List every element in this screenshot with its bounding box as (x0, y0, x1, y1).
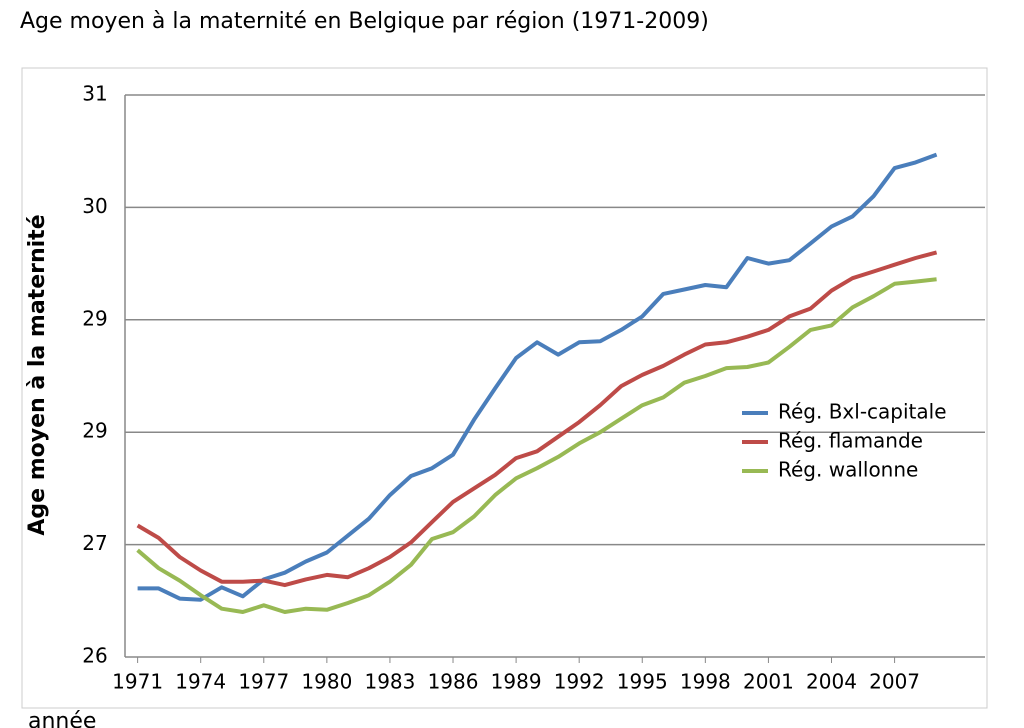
y-tick-label: 29 (82, 419, 107, 443)
x-tick-label: 1974 (175, 670, 226, 694)
x-axis-label: année (28, 709, 96, 728)
y-tick-label: 27 (82, 531, 107, 555)
x-tick-label: 1986 (428, 670, 479, 694)
y-tick-label: 31 (82, 82, 107, 106)
chart-title: Age moyen à la maternité en Belgique par… (20, 9, 709, 34)
legend-label: Rég. Bxl-capitale (778, 400, 947, 424)
y-tick-label: 26 (82, 644, 107, 668)
x-tick-label: 1998 (680, 670, 731, 694)
x-tick-label: 2004 (806, 670, 857, 694)
x-tick-label: 1989 (491, 670, 542, 694)
chart-frame (21, 67, 988, 709)
y-axis-label: Age moyen à la maternité (25, 214, 50, 535)
x-tick-label: 1995 (617, 670, 668, 694)
y-tick-label: 29 (82, 306, 107, 330)
legend-label: Rég. flamande (778, 429, 923, 453)
legend-label: Rég. wallonne (778, 458, 918, 482)
x-tick-label: 1983 (364, 670, 415, 694)
y-tick-label: 30 (82, 194, 107, 218)
series-line (137, 152, 938, 602)
x-tick-label: 1980 (301, 670, 352, 694)
series-line (136, 250, 938, 588)
x-tick-label: 2001 (743, 670, 794, 694)
x-tick-label: 1992 (554, 670, 605, 694)
x-tick-label: 2007 (869, 670, 920, 694)
x-tick-label: 1977 (238, 670, 289, 694)
series-line (136, 277, 937, 614)
x-tick-label: 1971 (112, 670, 163, 694)
